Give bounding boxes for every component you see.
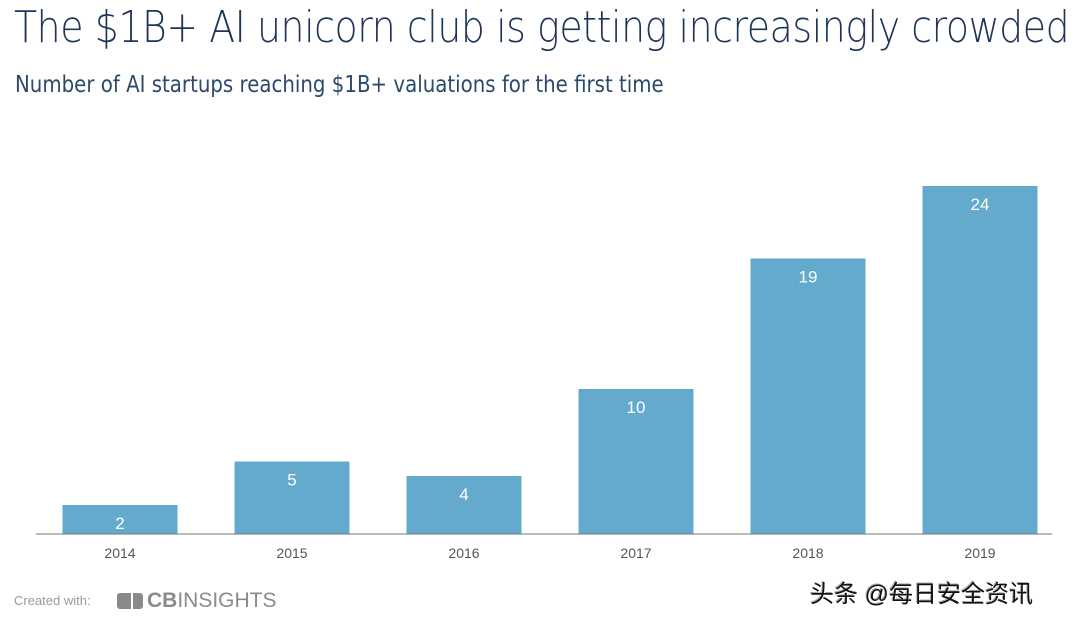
created-with-label: Created with: bbox=[14, 593, 91, 608]
data-label: 19 bbox=[799, 268, 818, 287]
watermark: 头条 @每日安全资讯 bbox=[810, 581, 1034, 608]
bar-2015 bbox=[234, 461, 350, 534]
x-tick-label: 2018 bbox=[792, 545, 823, 561]
x-tick-label: 2015 bbox=[276, 545, 307, 561]
bar-2016 bbox=[406, 476, 522, 534]
x-tick-label: 2019 bbox=[964, 545, 995, 561]
x-tick-label: 2014 bbox=[104, 545, 135, 561]
chart-subtitle: Number of AI startups reaching $1B+ valu… bbox=[15, 72, 664, 98]
data-label: 2 bbox=[115, 514, 124, 533]
chart-title: The $1B+ AI unicorn club is getting incr… bbox=[14, 2, 1070, 53]
cbinsights-logo: CB INSIGHTS bbox=[117, 589, 277, 613]
bar-2018 bbox=[750, 258, 866, 534]
bar-2017 bbox=[578, 389, 694, 534]
bar-2014 bbox=[62, 505, 178, 534]
data-label: 24 bbox=[971, 195, 990, 214]
data-label: 5 bbox=[287, 471, 296, 490]
logo-bold: CB bbox=[147, 589, 178, 612]
logo-rest: INSIGHTS bbox=[177, 589, 277, 612]
x-tick-label: 2016 bbox=[448, 545, 479, 561]
data-label: 4 bbox=[459, 485, 468, 504]
data-label: 10 bbox=[627, 398, 646, 417]
bar-2019 bbox=[922, 186, 1038, 534]
cbinsights-logo-icon bbox=[117, 593, 143, 609]
x-tick-label: 2017 bbox=[620, 545, 651, 561]
